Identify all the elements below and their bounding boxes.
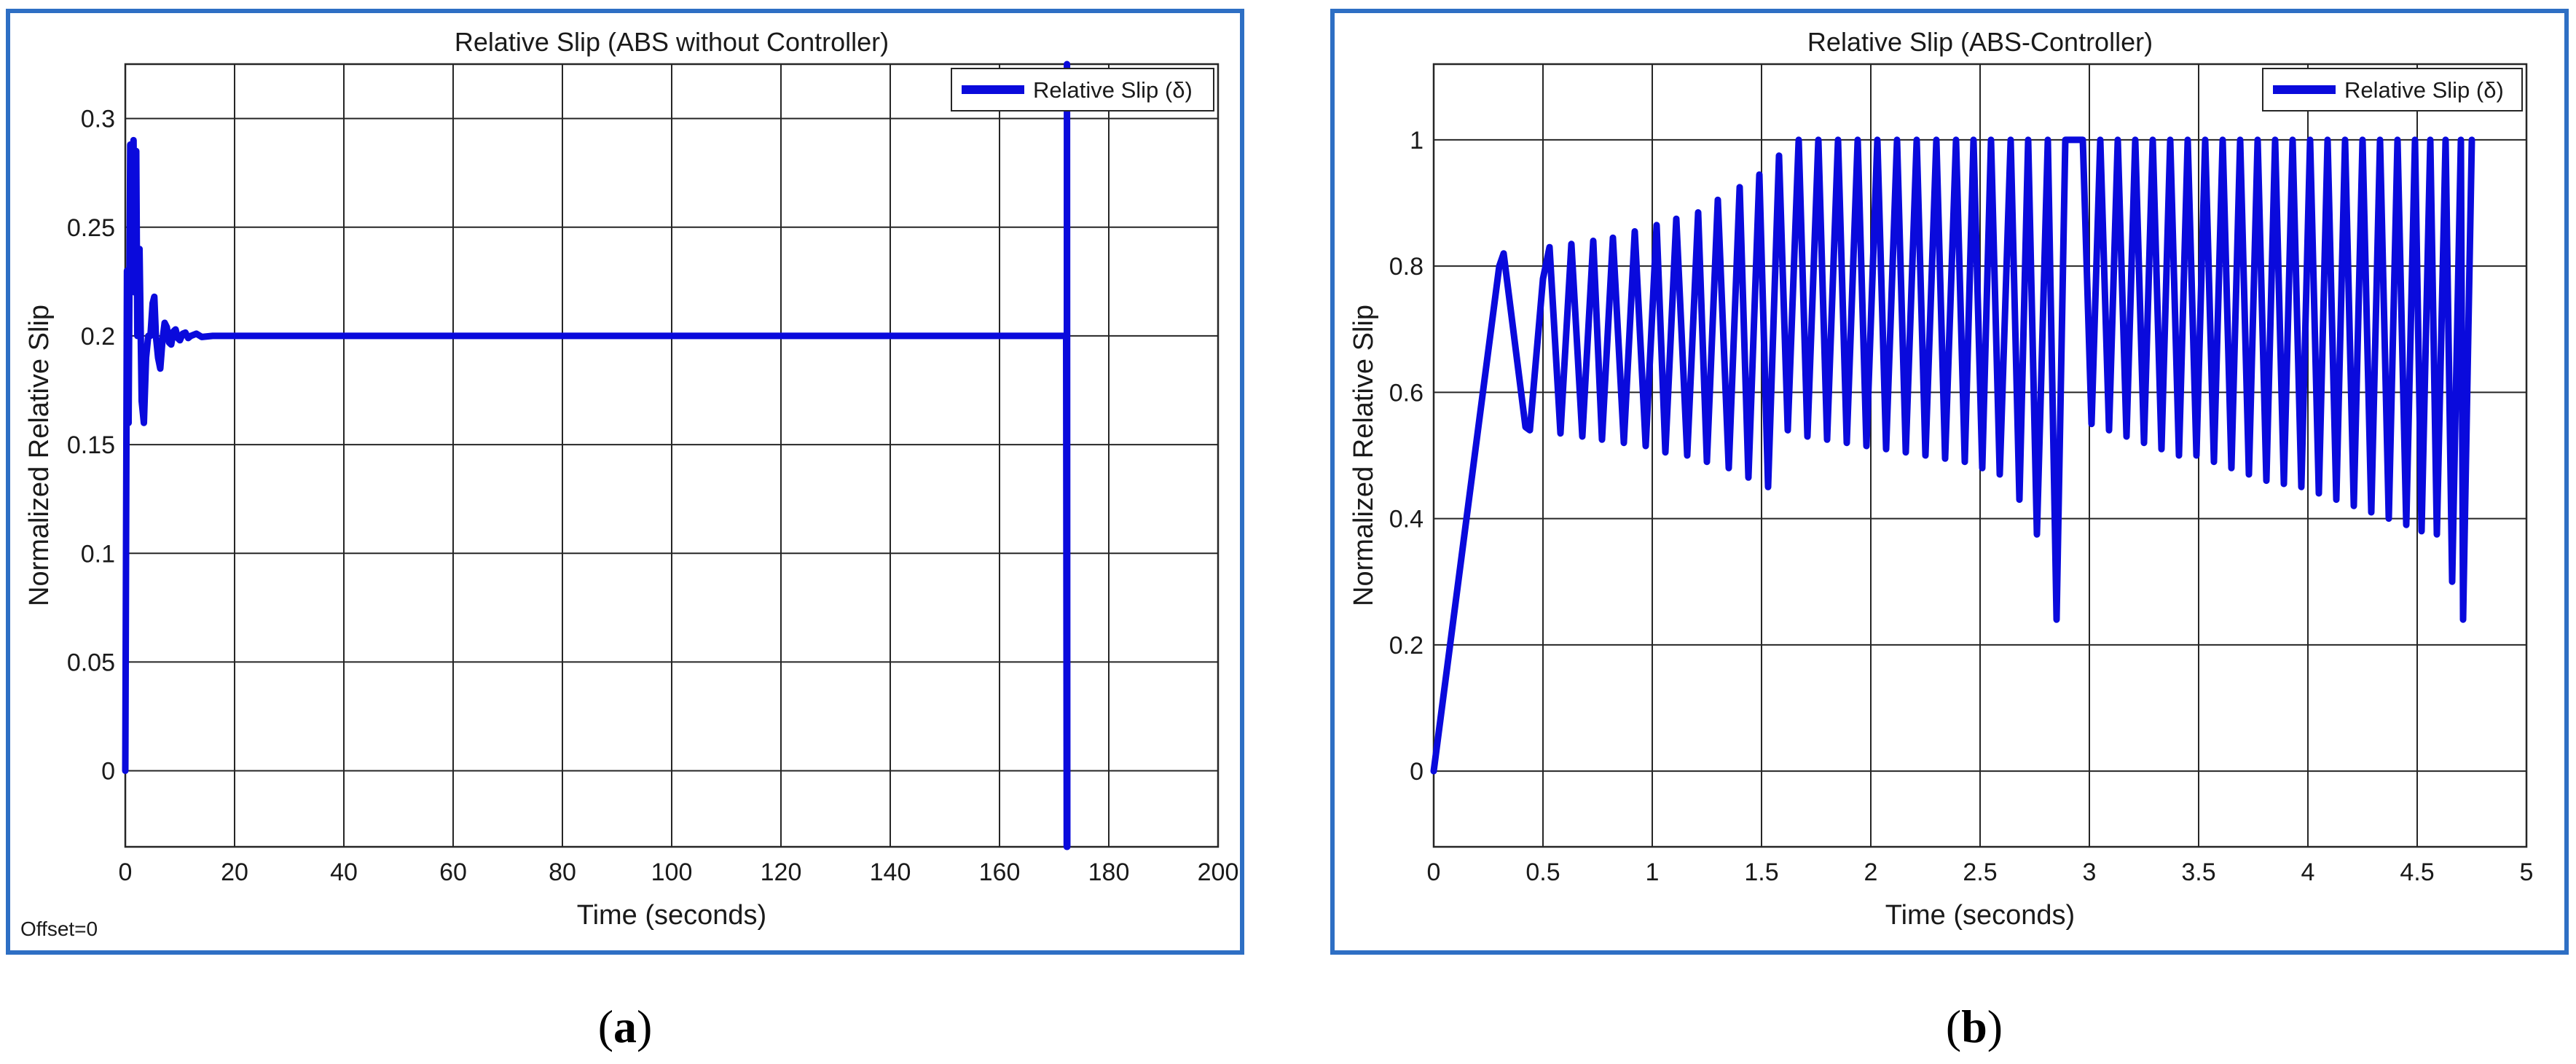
x-tick-label: 60 — [439, 858, 467, 886]
caption-a: (a) — [552, 1000, 698, 1054]
x-tick-label: 160 — [979, 858, 1021, 886]
series-line — [122, 60, 1071, 850]
caption-letter: b — [1961, 1001, 1987, 1052]
caption-close: ) — [637, 1001, 653, 1052]
series-line — [1430, 136, 2475, 775]
x-tick-label: 200 — [1198, 858, 1239, 886]
x-tick-label: 40 — [330, 858, 358, 886]
chart-title: Relative Slip (ABS-Controller) — [1807, 27, 2153, 57]
y-tick-label: 0 — [101, 758, 115, 786]
offset-label: Offset=0 — [20, 918, 98, 940]
y-tick-label: 0.6 — [1389, 379, 1424, 407]
y-tick-label: 0 — [1410, 758, 1424, 786]
y-axis-label: Normalized Relative Slip — [24, 305, 55, 606]
x-tick-label: 3 — [2083, 858, 2097, 886]
x-tick-label: 2.5 — [1963, 858, 1997, 886]
y-tick-label: 0.4 — [1389, 506, 1424, 533]
y-tick-label: 0.25 — [67, 214, 115, 242]
x-tick-label: 100 — [651, 858, 693, 886]
x-tick-label: 1 — [1646, 858, 1660, 886]
y-tick-label: 0.8 — [1389, 253, 1424, 281]
x-axis-label: Time (seconds) — [577, 900, 766, 931]
x-tick-label: 140 — [870, 858, 911, 886]
x-tick-label: 80 — [549, 858, 576, 886]
x-tick-label: 1.5 — [1744, 858, 1778, 886]
caption-b: (b) — [1901, 1000, 2047, 1054]
chart-panel-b: 0 0.5 1 1.5 2 2.5 3 3.5 4 4.5 5 0 0.2 0.4 0.6 0.8 1 Relat… — [1288, 0, 2576, 1064]
legend-label: Relative Slip (δ) — [2344, 77, 2504, 103]
caption-letter: a — [613, 1001, 637, 1052]
plot-border — [1432, 63, 2528, 848]
y-tick-label: 0.1 — [81, 540, 115, 568]
chart-frame-b: 0 0.5 1 1.5 2 2.5 3 3.5 4 4.5 5 0 0.2 0.4 0.6 0.8 1 Relat… — [1330, 9, 2569, 955]
x-tick-label: 2 — [1864, 858, 1878, 886]
chart-a: 0 20 40 60 80 100 120 140 160 180 200 0 0.05 0.1 0.15 0… — [20, 27, 1239, 940]
caption-open: ( — [597, 1001, 613, 1052]
x-tick-label: 0.5 — [1525, 858, 1560, 886]
x-tick-label: 4.5 — [2400, 858, 2434, 886]
caption-open: ( — [1945, 1001, 1962, 1052]
chart-frame-a: 0 20 40 60 80 100 120 140 160 180 200 0 0.05 0.1 0.15 0… — [6, 9, 1244, 955]
x-tick-label: 180 — [1088, 858, 1130, 886]
x-axis-label: Time (seconds) — [1885, 900, 2075, 931]
y-tick-label: 0.3 — [81, 106, 115, 133]
y-axis-label: Normalized Relative Slip — [1348, 305, 1379, 606]
y-tick-label: 0.2 — [81, 323, 115, 351]
x-tick-label: 0 — [1427, 858, 1441, 886]
x-tick-label: 3.5 — [2181, 858, 2215, 886]
caption-close: ) — [1987, 1001, 2003, 1052]
y-tick-label: 1 — [1410, 127, 1424, 154]
legend-label: Relative Slip (δ) — [1033, 77, 1193, 103]
y-tick-label: 0.2 — [1389, 632, 1424, 660]
chart-b: 0 0.5 1 1.5 2 2.5 3 3.5 4 4.5 5 0 0.2 0.4 0.6 0.8 1 Relat… — [1348, 27, 2534, 931]
chart-title: Relative Slip (ABS without Controller) — [455, 27, 889, 57]
x-tick-label: 120 — [761, 858, 802, 886]
x-tick-label: 0 — [119, 858, 133, 886]
x-tick-label: 20 — [221, 858, 248, 886]
x-tick-label: 5 — [2520, 858, 2534, 886]
chart-panel-a: 0 20 40 60 80 100 120 140 160 180 200 0 0.05 0.1 0.15 0… — [6, 9, 1244, 1054]
y-tick-label: 0.05 — [67, 649, 115, 676]
y-tick-label: 0.15 — [67, 431, 115, 459]
x-tick-label: 4 — [2301, 858, 2315, 886]
